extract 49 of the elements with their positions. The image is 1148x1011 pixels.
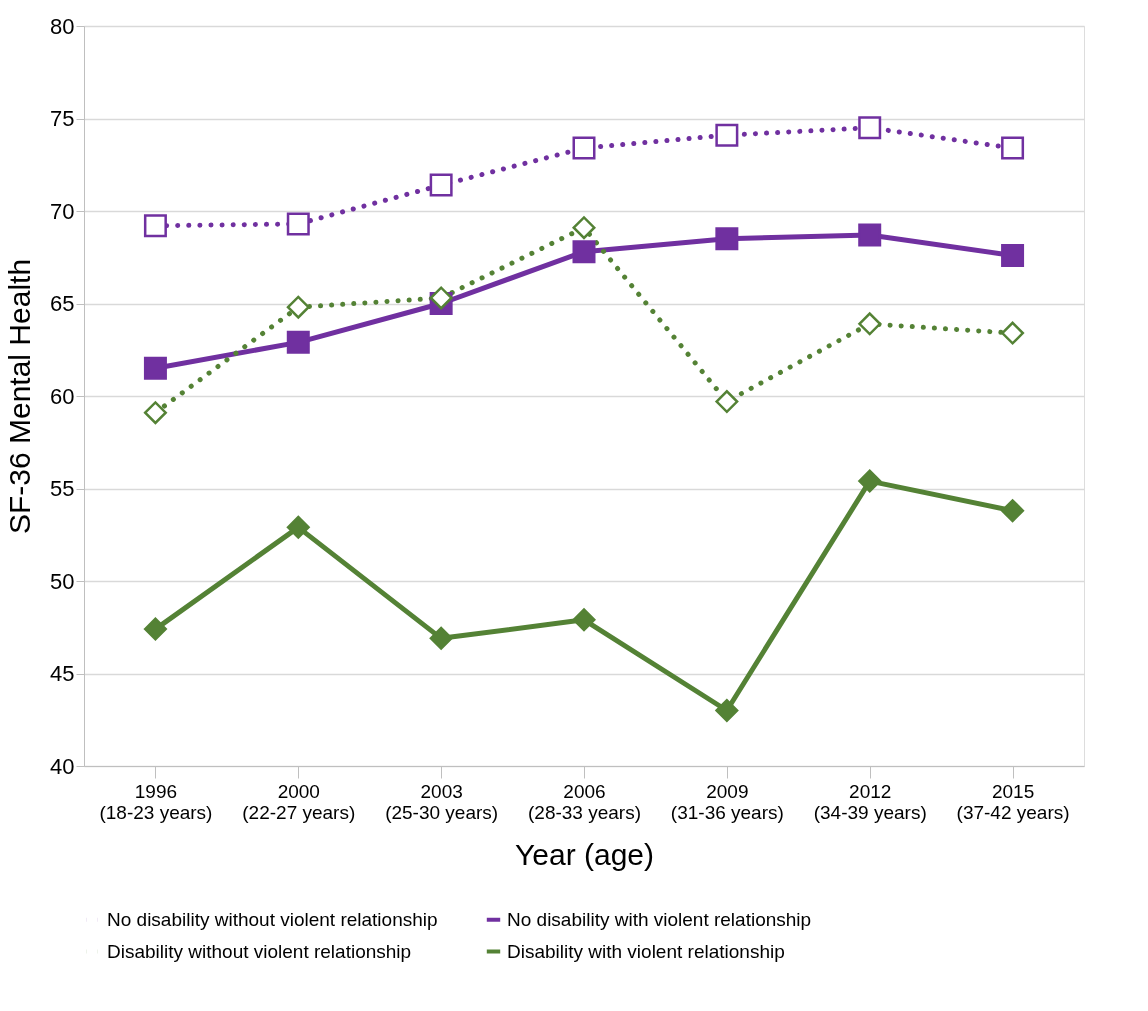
x-tick-label: 2006 (28-33 years) <box>528 780 641 823</box>
point <box>1001 136 1025 160</box>
x-tick-label: 2003 (25-30 years) <box>385 780 499 823</box>
x-axis-title: Year (age) <box>515 837 654 871</box>
point <box>429 173 453 197</box>
point <box>143 617 167 641</box>
point <box>286 212 310 236</box>
point <box>572 240 596 264</box>
point <box>572 608 596 632</box>
point <box>715 123 739 147</box>
point <box>858 223 882 247</box>
y-tick-label: 40 <box>50 753 75 779</box>
x-tick-label: 1996 (18-23 years) <box>99 780 213 823</box>
legend-label: No disability without violent relationship <box>107 908 438 930</box>
point <box>572 216 596 240</box>
point <box>143 401 167 425</box>
y-tick-label: 70 <box>50 198 75 224</box>
point <box>286 295 310 319</box>
point <box>715 390 739 414</box>
point <box>858 469 882 493</box>
point <box>1001 499 1025 523</box>
point <box>429 286 453 310</box>
legend-label: Disability with violent relationship <box>507 940 785 962</box>
point <box>715 699 739 722</box>
x-tick-label: 2009 (31-36 years) <box>670 780 784 823</box>
x-tick-label: 2015 (37-42 years) <box>956 780 1070 823</box>
y-tick-label: 75 <box>50 106 75 131</box>
point <box>1001 243 1025 267</box>
point <box>429 626 453 650</box>
y-tick-label: 60 <box>50 383 75 409</box>
y-tick-label: 55 <box>50 476 75 501</box>
point <box>572 136 596 160</box>
point <box>143 214 167 238</box>
y-axis-title: SF-36 Mental Health <box>3 258 37 535</box>
point <box>286 515 310 539</box>
point <box>715 227 739 251</box>
legend-label: No disability with violent relationship <box>507 908 812 930</box>
y-tick-label: 45 <box>50 661 75 686</box>
point <box>1001 321 1025 345</box>
x-tick-label: 2000 (22-27 years) <box>242 780 356 823</box>
x-tick-label: 2012 (34-39 years) <box>813 780 927 823</box>
y-tick-label: 80 <box>50 13 75 39</box>
point <box>286 330 310 354</box>
y-tick-label: 65 <box>50 291 75 316</box>
point <box>858 312 882 336</box>
legend-label: Disability without violent relationship <box>107 940 412 962</box>
point <box>858 116 882 140</box>
point <box>143 356 167 380</box>
y-tick-label: 50 <box>50 568 75 594</box>
